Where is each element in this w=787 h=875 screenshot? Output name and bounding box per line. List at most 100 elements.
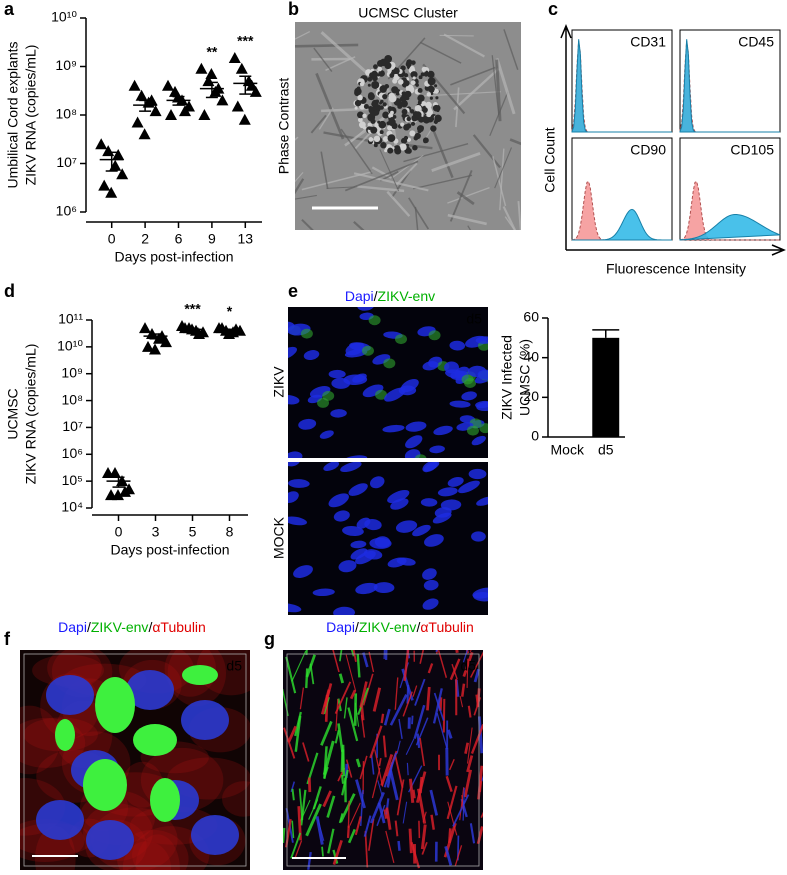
tissue-fiber [335,699,339,732]
tissue-fiber [353,693,358,726]
tissue-fiber [283,727,296,759]
cluster-cell [400,122,405,127]
cell-streak [321,107,376,113]
nucleus [288,346,297,360]
image-group [295,22,521,230]
tissue-fiber [402,691,413,717]
tissue-fiber [436,650,439,654]
cell-streak [295,43,359,48]
tissue-fiber [462,787,465,821]
tissue-fiber [429,789,439,816]
nucleus [348,483,368,496]
y-tick-label: 10⁸ [62,391,84,407]
nucleus [293,565,313,578]
tissue-fiber [298,788,304,821]
nucleus [420,498,438,507]
cluster-cell [418,75,423,80]
cluster-cell [400,65,406,71]
tissue-fiber [432,688,443,724]
cluster-cell [382,136,389,142]
x-tick-label: 9 [208,231,216,247]
nucleus [395,520,418,533]
cell-streak [430,125,454,179]
tissue-fiber [445,775,453,793]
tissue-fiber [417,788,427,824]
tissue-fiber [308,799,319,820]
tissue-fiber [448,758,455,771]
nucleus [468,468,487,480]
tissue-fiber [408,778,415,803]
cell-streak [295,178,305,195]
cluster-cell [379,85,387,93]
tissue-fiber [480,811,483,818]
nucleus [471,435,486,446]
cluster-cell [435,96,439,100]
cell-streak [504,216,516,230]
data-point [95,138,108,150]
cluster-cell [368,92,375,99]
virus-signal [300,328,313,339]
cell-streak [295,194,317,200]
panel-letter: f [4,629,11,649]
cluster-cell [384,149,388,153]
tissue-fiber [345,759,353,778]
cluster-cell [420,72,425,77]
cluster-cell [391,86,399,94]
virus-signal [322,390,335,401]
cell-streak [447,213,487,226]
tissue-fiber [320,689,331,715]
cluster-cell [389,73,395,78]
cluster-cell [417,88,423,93]
cluster-cell [369,110,377,117]
nucleus [288,603,302,613]
tubulin-haze [196,650,250,696]
cluster-cell [382,94,388,100]
cluster-cell [400,99,408,108]
cluster-cell [387,147,394,154]
nucleus [449,340,466,351]
cell-streak [301,171,373,191]
cluster-cell [401,108,408,115]
nucleus [405,421,427,432]
y-tick-label: 10⁶ [62,445,83,461]
tissue-fiber [322,790,332,808]
cluster-cell [410,71,418,79]
data-point [109,467,121,479]
data-point [119,485,131,497]
cluster-cell [371,75,378,82]
isotype-histogram [679,180,780,241]
tissue-fiber [291,788,295,801]
tissue-fiber [302,742,310,762]
cluster-cell [367,126,372,130]
tissue-fiber [349,689,357,700]
tissue-fiber [378,757,382,767]
cluster-cell [421,66,427,72]
nucleus [424,534,444,547]
y-axis-label: Umbilical Cord explants [5,41,21,188]
data-point [216,94,229,106]
cluster-cell [414,111,422,119]
cell-streak [353,172,429,192]
x-tick-label: Mock [551,442,585,458]
nucleus [422,568,437,580]
data-point [142,340,154,352]
cluster-cell [387,125,392,131]
cluster-cell [359,81,365,87]
cell-streak [449,170,473,222]
tissue-fiber [290,832,302,859]
cluster-cell [410,121,416,126]
nucleus [288,516,307,526]
tissue-fiber [285,656,297,694]
data-point [231,100,244,112]
tissue-fiber [345,654,357,691]
cluster-cell [377,120,381,124]
tissue-fiber [383,752,398,788]
tissue-fiber [334,681,352,715]
tissue-fiber [466,755,474,773]
tissue-fiber [448,828,452,843]
nucleus [342,526,364,536]
tissue-fiber [459,695,464,708]
tissue-fiber [412,789,416,799]
data-point [149,343,161,355]
y-tick-label: 10¹¹ [58,311,83,327]
